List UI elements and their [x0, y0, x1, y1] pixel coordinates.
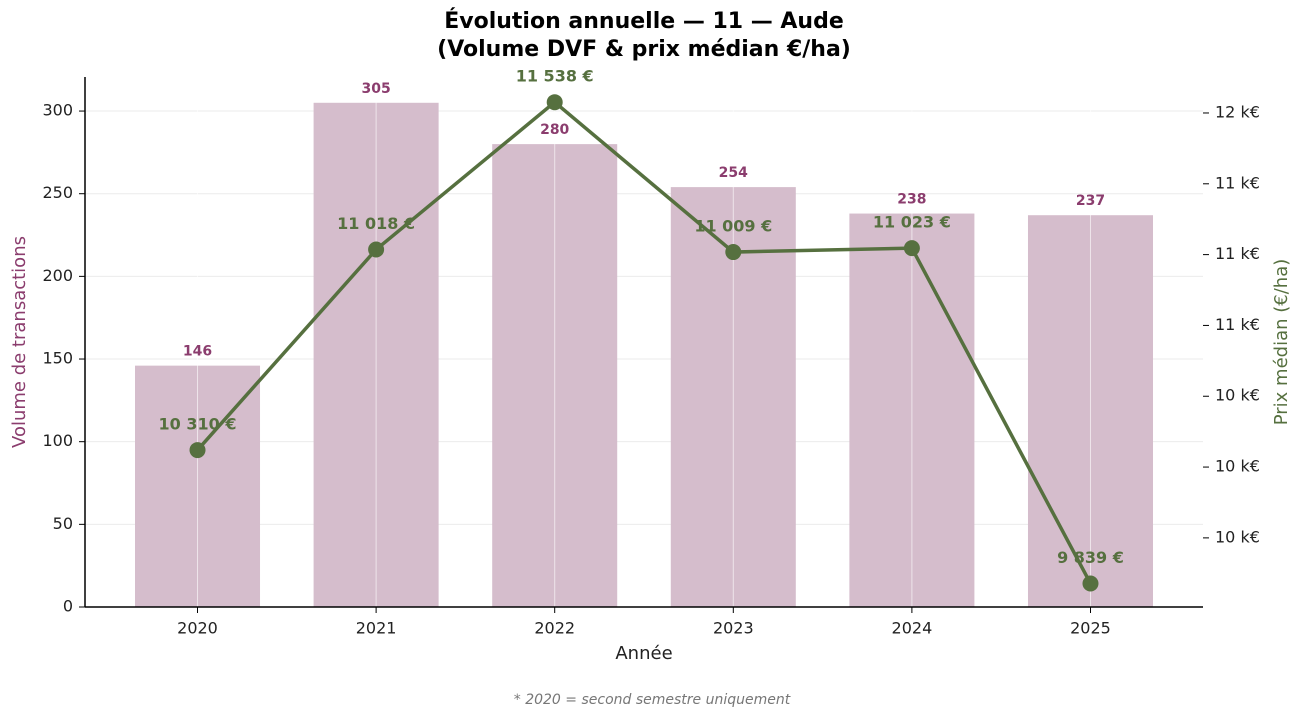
x-tick-label: 2020 [177, 619, 218, 638]
y2-axis-title: Prix médian (€/ha) [1271, 259, 1292, 426]
y2-tick-label: 11 k€ [1215, 315, 1260, 334]
footnote: * 2020 = second semestre uniquement [514, 692, 791, 708]
price-point [1082, 575, 1099, 592]
x-tick-label: 2022 [534, 619, 575, 638]
y-tick-label: 250 [42, 183, 73, 202]
y-tick-label: 100 [42, 431, 73, 450]
price-point [546, 94, 563, 111]
y-axis-title: Volume de transactions [9, 236, 30, 448]
price-point [903, 240, 920, 257]
overlay: 146 305 280 254 238 237 10 310 € 11 018 € 11 538… [159, 67, 1124, 607]
bar-value-label: 280 [540, 122, 569, 138]
chart-title: (Volume DVF & prix médian €/ha) [437, 37, 851, 62]
y-tick-label: 150 [42, 349, 73, 368]
bar-value-label: 146 [183, 344, 212, 360]
bar-value-label: 238 [897, 192, 926, 208]
price-value-label: 9 839 € [1057, 548, 1124, 567]
y2-tick-label: 11 k€ [1215, 173, 1260, 192]
bar-value-label: 254 [719, 165, 748, 181]
price-line [196, 99, 1093, 585]
y-tick-label: 200 [42, 266, 73, 285]
x-tick-label: 2021 [356, 619, 397, 638]
y2-tick-label: 10 k€ [1215, 386, 1260, 405]
x-axis-title: Année [615, 643, 672, 664]
bar-value-label: 237 [1076, 193, 1105, 209]
price-value-label: 11 023 € [873, 213, 951, 232]
x-tick-label: 2024 [892, 619, 933, 638]
x-tick-label: 2023 [713, 619, 754, 638]
y2-tick-label: 12 k€ [1215, 102, 1260, 121]
y2-tick-label: 10 k€ [1215, 527, 1260, 546]
bar-value-label: 305 [361, 81, 390, 97]
price-point [725, 244, 742, 261]
price-value-label: 11 018 € [337, 214, 415, 233]
price-value-label: 10 310 € [159, 415, 237, 434]
y2-tick-label: 11 k€ [1215, 244, 1260, 263]
y-tick-label: 50 [53, 514, 73, 533]
y-tick-label: 300 [42, 101, 73, 120]
price-value-label: 11 009 € [694, 217, 772, 236]
x-tick-label: 2025 [1070, 619, 1111, 638]
price-point [189, 442, 206, 459]
y-tick-label: 0 [63, 597, 73, 616]
y2-tick-label: 10 k€ [1215, 457, 1260, 476]
chart-title: Évolution annuelle — 11 — Aude [444, 8, 844, 34]
grid [85, 110, 1203, 608]
price-value-label: 11 538 € [516, 67, 594, 86]
price-point [368, 241, 385, 258]
